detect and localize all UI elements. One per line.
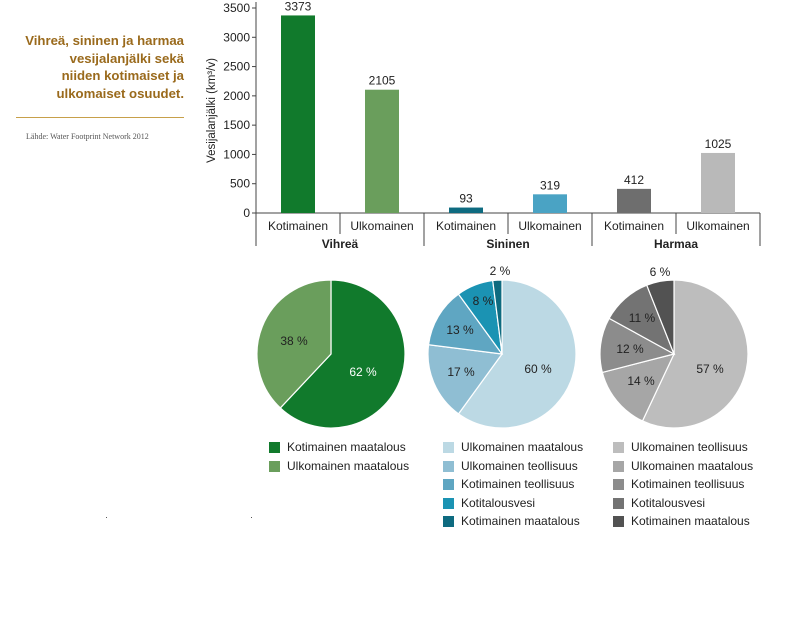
y-tick-label: 3500: [223, 1, 250, 15]
legend-swatch: [269, 442, 280, 453]
legend-label: Kotitalousvesi: [631, 495, 706, 510]
pie-label: 13 %: [446, 323, 474, 337]
data-label: 2105: [369, 74, 396, 88]
legend-label: Kotitalousvesi: [461, 495, 536, 510]
legend-swatch: [269, 460, 280, 472]
legend-swatch: [613, 497, 624, 509]
legend-swatch: [443, 479, 454, 490]
pie-slice: [256, 279, 332, 409]
pie-label: 17 %: [447, 365, 475, 379]
legend-swatch: [443, 497, 454, 509]
group-label: Vihreä: [322, 237, 359, 251]
pie-label: 11 %: [629, 311, 656, 325]
x-tick-label: Kotimainen: [436, 219, 496, 233]
pie-label: 60 %: [524, 362, 552, 376]
side-title-line: niiden kotimaiset ja: [61, 68, 184, 83]
legend-swatch: [613, 442, 624, 453]
x-tick-label: Kotimainen: [604, 219, 664, 233]
data-label: 93: [459, 192, 473, 206]
legend-swatch: [443, 460, 454, 472]
pie-slice: [427, 293, 504, 355]
pie-slice: [641, 279, 749, 429]
legend-label: Kotimainen maatalous: [287, 440, 406, 454]
stray-mark: [251, 517, 252, 518]
bar: [701, 152, 735, 213]
stray-mark: [106, 517, 107, 518]
legend-swatch: [613, 516, 624, 527]
x-tick-label: Ulkomainen: [686, 219, 749, 233]
bar: [281, 15, 315, 214]
side-title-line: vesijalanjälki sekä: [69, 50, 184, 66]
source-note: Lähde: Water Footprint Network 2012: [26, 132, 149, 141]
bar-chart: 0 500 1000 1500 2000 2500 3000 3500 Vesijalanjäl…: [206, 0, 761, 251]
side-title: Vihreä, sininen ja harmaa vesijalanjälki…: [20, 32, 184, 102]
legend-swatch: [443, 516, 454, 527]
legend-swatch: [443, 442, 454, 453]
pie-slice: [492, 279, 503, 355]
side-title-line: Vihreä, sininen ja harmaa: [25, 33, 184, 48]
pie-slice: [427, 344, 504, 415]
y-tick-label: 500: [230, 177, 250, 191]
pie-slice: [279, 279, 406, 429]
legend-label: Ulkomainen maatalous: [287, 458, 410, 473]
data-label: 412: [624, 173, 644, 187]
x-tick-label: Ulkomainen: [518, 219, 581, 233]
pie-slice: [457, 279, 577, 429]
y-tick-label: 2500: [223, 60, 250, 74]
group-label: Harmaa: [654, 237, 698, 251]
x-tick-label: Kotimainen: [268, 219, 328, 233]
y-tick-label: 2000: [223, 89, 250, 103]
pie-label: 62 %: [349, 365, 377, 379]
pie-label: 12 %: [616, 342, 644, 356]
legend-swatch: [613, 460, 624, 472]
y-axis-label: Vesijalanjälki (km³/v): [206, 58, 218, 163]
data-label: 1025: [705, 137, 732, 151]
legend-label: Kotimainen teollisuus: [631, 477, 745, 491]
bar: [365, 89, 399, 213]
y-tick-label: 3000: [223, 30, 250, 44]
pie-slice: [601, 353, 676, 422]
y-tick-label: 1000: [223, 147, 250, 161]
bar: [449, 207, 483, 213]
legend-label: Ulkomainen teollisuus: [461, 458, 578, 473]
legend-label: Ulkomainen maatalous: [631, 458, 754, 473]
pie-label: 38 %: [280, 334, 308, 348]
legend-label: Kotimainen teollisuus: [461, 477, 575, 491]
pie-label: 57 %: [696, 362, 724, 376]
side-title-line: ulkomaiset osuudet.: [56, 85, 184, 101]
pie-charts: 62 % 38 % 60 % 17 % 13 % 8 % 2 % 57 % 14 % 12 % 11…: [256, 264, 749, 429]
legend-label: Kotimainen maatalous: [631, 514, 750, 528]
bar: [617, 188, 651, 213]
legend-label: Kotimainen maatalous: [461, 514, 580, 528]
bar: [533, 194, 567, 213]
pie-label: 8 %: [473, 294, 494, 308]
data-label: 319: [540, 178, 560, 192]
x-tick-label: Ulkomainen: [350, 219, 413, 233]
legend-swatch: [613, 479, 624, 490]
legend-label: Ulkomainen teollisuus: [631, 440, 748, 454]
data-label: 3373: [285, 0, 312, 13]
y-tick-label: 1500: [223, 118, 250, 132]
pie-label: 2 %: [490, 264, 511, 278]
pie-label: 6 %: [650, 265, 671, 279]
legend-label: Ulkomainen maatalous: [461, 440, 584, 454]
pie-label: 14 %: [627, 374, 655, 388]
group-label: Sininen: [486, 237, 529, 251]
pie-slice: [645, 279, 675, 355]
y-tick-label: 0: [243, 206, 250, 220]
divider: [16, 117, 184, 118]
